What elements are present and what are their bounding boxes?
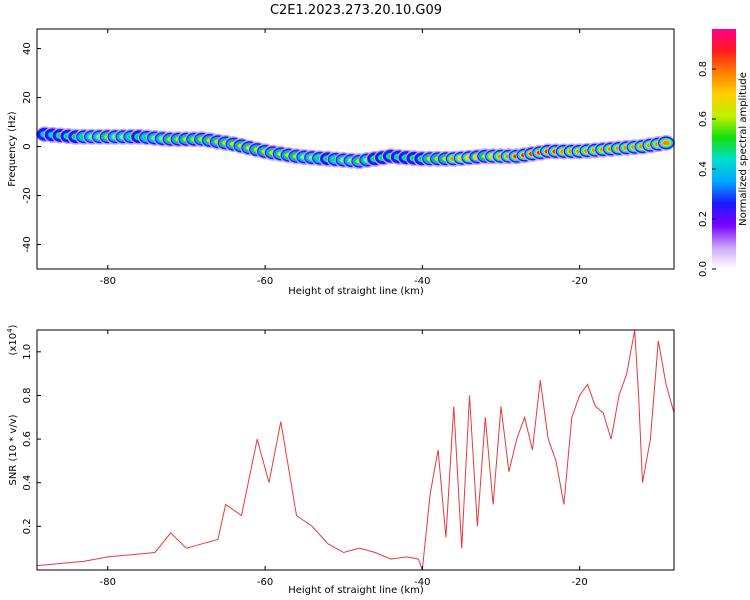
- snr-y-label: SNR (10 * v/v): [8, 414, 19, 485]
- y-tick-label: 0.6: [22, 431, 33, 447]
- snr-frame: [36, 329, 675, 571]
- snr-multiplier: (x104): [6, 324, 19, 355]
- x-tick-label: -80: [100, 276, 116, 287]
- y-tick-label: 1.0: [22, 344, 33, 360]
- colorbar-scale: [712, 29, 736, 269]
- y-tick-label: 0.4: [22, 475, 33, 491]
- x-tick-label: -20: [571, 276, 587, 287]
- x-tick-label: -20: [571, 577, 587, 588]
- snr-x-label: Height of straight line (km): [288, 585, 424, 596]
- spectrogram-y-ticks: 40 20 0 -20 -40: [22, 42, 41, 253]
- spectrogram-panel: -80 -60 -40 -20 40 20 0 -20 -40 Height of strai…: [7, 28, 676, 297]
- spectrogram-x-ticks: -80 -60 -40 -20: [100, 29, 588, 287]
- spectrogram-marks: [35, 126, 676, 170]
- snr-plot-area: [37, 330, 674, 570]
- spectrogram-frame: [36, 28, 675, 270]
- snr-y-ticks: 0.2 0.4 0.6 0.8 1.0: [22, 344, 41, 534]
- y-tick-label: 40: [22, 42, 33, 55]
- figure-title: C2E1.2023.273.20.10.G09: [270, 3, 442, 18]
- snr-series-line: [36, 329, 675, 571]
- colorbar-tick-label: 0.0: [698, 261, 709, 277]
- colorbar-tick-label: 0.6: [698, 111, 709, 127]
- y-tick-label: 0: [22, 143, 33, 149]
- y-tick-label: 20: [22, 91, 33, 104]
- colorbar-tick-label: 0.4: [698, 161, 709, 177]
- x-tick-label: -40: [414, 276, 430, 287]
- spectrogram-y-label: Frequency (Hz): [7, 111, 18, 187]
- x-tick-label: -60: [257, 577, 273, 588]
- colorbar-label: Normalized spectral amplitude: [738, 72, 749, 226]
- y-tick-label: 0.2: [22, 518, 33, 534]
- x-tick-label: -80: [100, 577, 116, 588]
- colorbar: 0.0 0.2 0.4 0.6 0.8 Normalized spectral ampl…: [698, 29, 749, 277]
- colorbar-tick-label: 0.8: [698, 61, 709, 77]
- spectrogram-x-label: Height of straight line (km): [288, 286, 424, 297]
- colorbar-ticks: 0.0 0.2 0.4 0.6 0.8: [698, 61, 716, 277]
- snr-panel: -80 -60 -40 -20 0.2 0.4 0.6 0.8 1.0 Height of s…: [6, 324, 675, 596]
- y-tick-label: -40: [22, 236, 33, 252]
- y-tick-label: 0.8: [22, 388, 33, 404]
- spectrogram-cell: [662, 140, 670, 146]
- x-tick-label: -40: [414, 577, 430, 588]
- y-tick-label: -20: [22, 187, 33, 203]
- colorbar-tick-label: 0.2: [698, 211, 709, 227]
- snr-x-ticks: -80 -60 -40 -20: [100, 330, 588, 588]
- x-tick-label: -60: [257, 276, 273, 287]
